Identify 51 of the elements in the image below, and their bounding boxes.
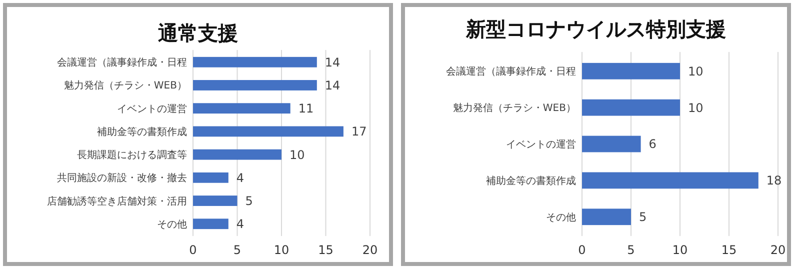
data-label: 5 [639,210,647,224]
y-tick-label: その他 [157,218,187,230]
x-tick-label: 5 [627,243,635,257]
data-label: 14 [324,55,340,70]
data-label: 14 [324,78,340,92]
bar [193,172,228,183]
bar [193,80,317,90]
bar [193,56,317,68]
y-tick-label: イベントの運営 [117,102,187,115]
y-tick-label: 共同施設の新設・改修・撤去 [57,172,187,184]
y-tick-label: 長期課題における調査等 [77,149,187,162]
bar [582,208,631,226]
data-label: 18 [766,174,782,188]
data-label: 17 [351,124,367,139]
x-tick-label: 10 [672,243,688,257]
bar [193,103,290,114]
x-tick-label: 0 [189,243,197,257]
x-tick-label: 15 [318,243,334,257]
y-tick-label: 魅力発信（チラシ・WEB） [452,102,576,114]
data-label: 4 [236,170,244,185]
data-label: 4 [236,217,244,232]
x-tick-label: 20 [770,243,786,257]
bar [193,126,344,137]
bar [582,99,680,116]
data-label: 5 [245,194,253,208]
bar [193,196,238,206]
bar [582,136,641,152]
bar [582,172,758,189]
data-label: 10 [688,100,704,115]
y-tick-label: 補助金等の書類作成 [486,174,576,187]
y-tick-label: イベントの運営 [506,138,576,150]
x-tick-label: 5 [233,243,242,257]
y-tick-label: その他 [546,211,576,224]
y-tick-label: 会議運営（議事録作成・日程 [57,56,187,69]
bar [193,218,228,230]
y-tick-label: 補助金等の書類作成 [97,126,187,138]
y-tick-label: 魅力発信（チラシ・WEB） [64,80,187,92]
y-tick-label: 店舗勧誘等空き店舗対策・活用 [47,195,187,208]
y-tick-label: 会議運営（議事録作成・日程 [446,66,576,78]
data-label: 6 [648,137,656,152]
data-label: 10 [688,64,704,78]
bar [193,149,282,160]
chart-title: 通常支援 [157,21,238,45]
x-tick-label: 10 [274,243,290,257]
x-tick-label: 15 [721,243,737,257]
chart-title: 新型コロナウイルス特別支援 [465,17,726,41]
data-label: 10 [290,148,305,162]
bar [582,62,680,80]
x-tick-label: 20 [362,243,378,257]
x-tick-label: 0 [578,243,586,257]
data-label: 11 [298,102,314,116]
